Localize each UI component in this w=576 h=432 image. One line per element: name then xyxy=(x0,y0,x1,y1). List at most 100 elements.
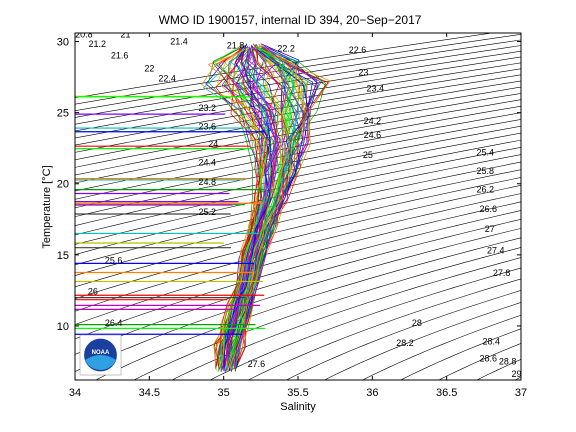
isopycnal-label: 24.8 xyxy=(199,177,217,187)
isopycnal-line xyxy=(75,201,521,325)
profile-line xyxy=(233,47,331,370)
isopycnal-label: 22.2 xyxy=(277,43,295,53)
isopycnal-label: 22 xyxy=(144,63,154,73)
isopycnal-label: 25.2 xyxy=(199,207,217,217)
isopycnal-line xyxy=(75,228,521,372)
isopycnal-line xyxy=(362,314,521,380)
isopycnal-label: 26.6 xyxy=(480,204,498,214)
isopycnal-label: 22.6 xyxy=(349,45,367,55)
x-tick-label: 35.5 xyxy=(287,387,308,399)
isopycnal-line xyxy=(171,257,521,380)
isopycnal-line xyxy=(75,154,521,255)
y-tick-label: 20 xyxy=(57,179,69,191)
isopycnal-label: 23.4 xyxy=(367,83,385,93)
isopycnal-label: 27.4 xyxy=(487,245,505,255)
isopycnal-line xyxy=(285,290,521,380)
isopycnal-label: 28.6 xyxy=(480,354,498,364)
isopycnal-label: 28.2 xyxy=(396,338,414,348)
noaa-logo-text: NOAA xyxy=(92,350,110,356)
isopycnal-line xyxy=(75,119,521,209)
isopycnal-label: 24.6 xyxy=(364,130,382,140)
isopycnal-line xyxy=(75,62,521,139)
isopycnal-label: 26.2 xyxy=(477,184,495,194)
x-tick-label: 34 xyxy=(69,387,81,399)
isopycnal-line xyxy=(400,328,521,380)
isopycnal-line xyxy=(75,68,521,146)
x-tick-label: 35 xyxy=(218,387,230,399)
isopycnal-line xyxy=(75,169,521,276)
isopycnal-line xyxy=(133,247,521,380)
profile-line xyxy=(229,46,305,370)
profile-line xyxy=(231,49,309,370)
profile-line xyxy=(225,46,291,371)
isopycnal-line xyxy=(75,210,521,340)
isopycnal-label: 24.4 xyxy=(199,157,217,167)
isopycnal-line xyxy=(75,146,521,245)
isopycnal-line xyxy=(75,50,521,125)
profile-line xyxy=(232,47,307,366)
noaa-logo: NOAA xyxy=(79,334,122,376)
isopycnal-label: 21.2 xyxy=(89,39,107,49)
isopycnal-line xyxy=(75,125,521,217)
isopycnal-line xyxy=(75,132,521,226)
chart-title: WMO ID 1900157, internal ID 394, 20−Sep−… xyxy=(159,13,422,27)
isopycnal-label: 25.6 xyxy=(105,255,123,265)
isopycnal-line xyxy=(75,39,521,112)
isopycnal-label: 21.4 xyxy=(170,36,188,46)
profile-line xyxy=(221,47,277,371)
isopycnal-line xyxy=(75,74,521,153)
axes: 34 34.5 35 35.5 36 36.5 37 10 15 20 25 30 xyxy=(57,33,527,399)
x-tick-label: 36.5 xyxy=(436,387,457,399)
isopycnal-line xyxy=(75,218,521,355)
isopycnal-line xyxy=(75,139,521,236)
y-tick-label: 25 xyxy=(57,108,69,120)
isopycnal-line xyxy=(75,193,521,312)
isopycnal-line xyxy=(75,56,521,132)
profile-line xyxy=(215,49,267,368)
isopycnal-line xyxy=(75,80,521,161)
isopycnal-label: 24 xyxy=(208,139,218,149)
isopycnal-label: 27.8 xyxy=(493,268,511,278)
isopycnal-label: 27 xyxy=(485,224,495,234)
profile-line xyxy=(223,43,272,368)
x-tick-label: 34.5 xyxy=(139,387,160,399)
isopycnal-line xyxy=(75,45,521,118)
isopycnal-label: 24.2 xyxy=(364,116,382,126)
isopycnal-label: 20.8 xyxy=(75,29,93,39)
isopycnal-label: 25 xyxy=(363,150,373,160)
isopycnal-label: 28.4 xyxy=(483,336,501,346)
isopycnal-label: 23.2 xyxy=(199,103,217,113)
isopycnal-label: 22.4 xyxy=(158,73,176,83)
isopycnal-label: 25.8 xyxy=(477,166,495,176)
isopycnal-label: 25.4 xyxy=(477,147,495,157)
isopycnal-label: 29 xyxy=(512,369,522,379)
profile-line xyxy=(233,46,308,370)
isopycnal-label: 26.4 xyxy=(105,318,123,328)
isopycnal-label: 26 xyxy=(88,287,98,297)
y-axis-label: Temperature [°C] xyxy=(41,165,53,248)
isopycnal-line xyxy=(75,185,521,300)
isopycnal-line xyxy=(75,177,521,288)
isopycnal-label: 23 xyxy=(358,68,368,78)
isopycnal-label: 21 xyxy=(121,29,131,39)
isopycnal-label: 21.6 xyxy=(111,51,129,61)
y-tick-label: 15 xyxy=(57,250,69,262)
isopycnal-line xyxy=(209,267,521,380)
isopycnal-label: 28 xyxy=(412,318,422,328)
isopycnal-label: 28.8 xyxy=(499,356,517,366)
y-tick-label: 30 xyxy=(57,37,69,49)
isopycnal-labels: 20.8 21 21.2 21.4 21.6 21.8 22 22.2 22.4 23.2 23.6… xyxy=(75,29,522,379)
isopycnal-line xyxy=(95,237,521,380)
profile-line xyxy=(217,47,265,367)
isopycnal-line xyxy=(75,161,521,266)
y-tick-label: 10 xyxy=(57,321,69,333)
x-axis-label: Salinity xyxy=(280,401,316,413)
isopycnal-lines xyxy=(75,33,521,380)
isopycnal-line xyxy=(323,302,521,380)
x-tick-label: 36 xyxy=(366,387,378,399)
isopycnal-label: 21.8 xyxy=(227,41,245,51)
x-tick-label: 37 xyxy=(515,387,527,399)
profile-line xyxy=(234,43,318,368)
isopycnal-label: 27.6 xyxy=(248,359,266,369)
